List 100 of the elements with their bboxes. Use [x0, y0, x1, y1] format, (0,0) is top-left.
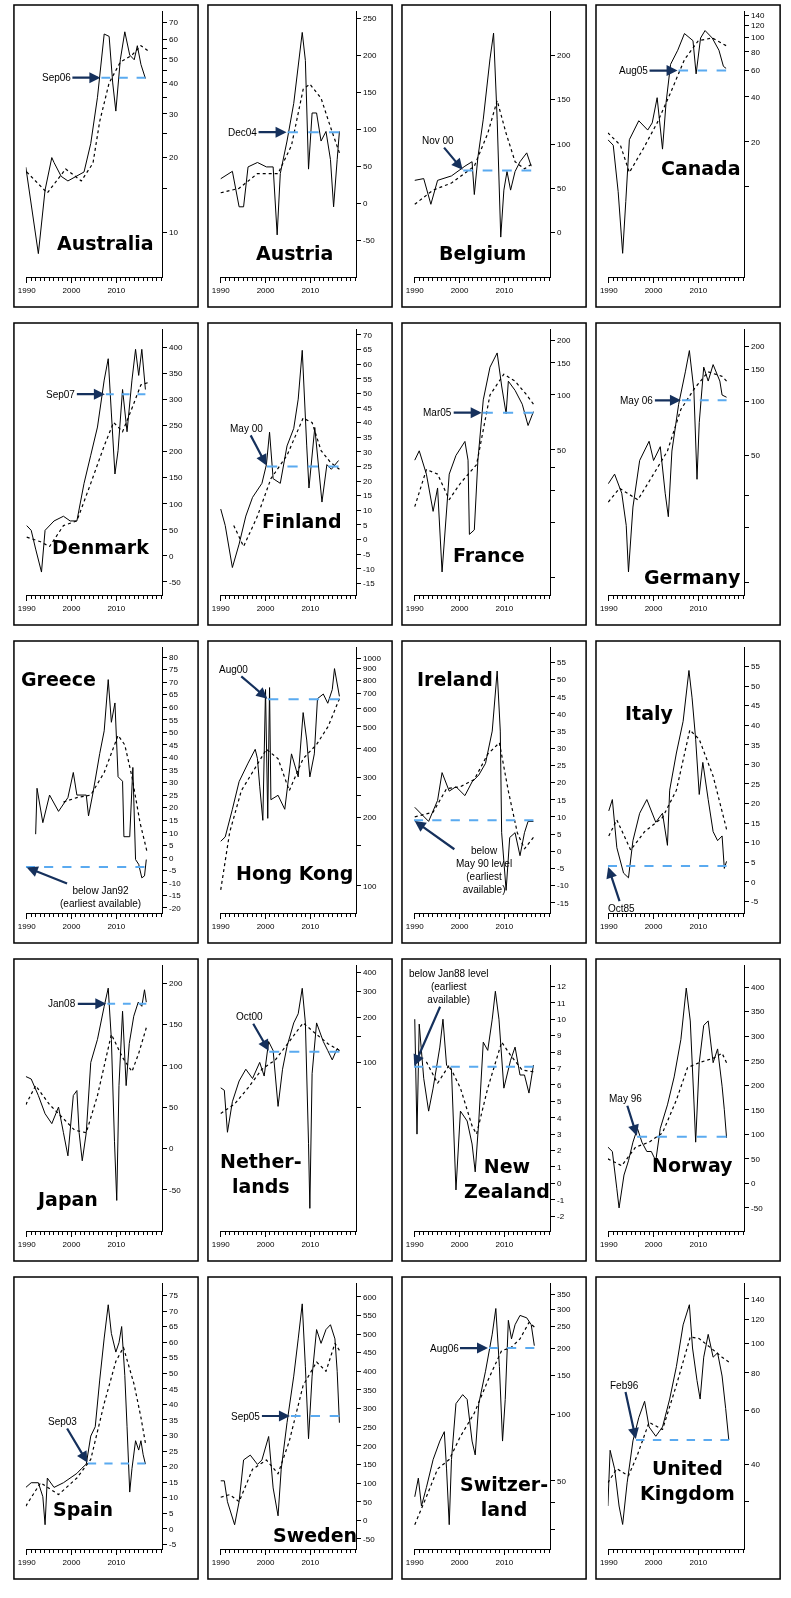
x-tick-label: 2010	[495, 1239, 514, 1249]
y-tick-label: 140	[751, 1294, 765, 1304]
y-tick-label: 50	[751, 1154, 761, 1164]
x-tick-label: 2000	[644, 603, 663, 613]
x-tick-label: 2000	[644, 1557, 663, 1567]
text: Switzer- land	[460, 1473, 549, 1520]
y-tick-label: 100	[751, 33, 765, 43]
y-tick-label: 50	[169, 1369, 179, 1379]
y-tick-label: 800	[363, 676, 377, 686]
y-tick-label: 20	[363, 476, 373, 486]
text: Belgium	[439, 242, 527, 264]
y-tick-label: 35	[169, 765, 179, 775]
y-tick-label: 5	[169, 841, 175, 851]
y-tick-label: -20	[169, 903, 182, 913]
y-tick-label: 35	[751, 740, 761, 750]
y-tick-label: 600	[363, 1292, 377, 1302]
y-tick-label: 50	[363, 389, 373, 399]
y-tick-label: -15	[169, 891, 182, 901]
annotation: May 00	[230, 423, 264, 434]
y-tick-label: 200	[751, 1081, 765, 1091]
y-tick-label: 150	[557, 1371, 571, 1381]
y-tick-label: 55	[169, 1353, 179, 1363]
text: Hong Kong	[236, 862, 354, 884]
y-tick-label: -5	[363, 549, 371, 559]
annotation: Aug00	[219, 664, 249, 675]
y-tick-label: 55	[363, 374, 373, 384]
y-tick-label: 300	[363, 773, 377, 783]
x-tick-label: 2010	[495, 921, 514, 931]
y-tick-label: 100	[557, 1410, 571, 1420]
x-tick-label: 1990	[405, 603, 425, 613]
y-tick-label: 25	[557, 761, 567, 771]
y-tick-label: -10	[169, 878, 182, 888]
y-tick-label: 10	[363, 506, 373, 516]
x-tick-label: 1990	[405, 921, 425, 931]
x-tick-label: 2000	[450, 603, 469, 613]
y-tick-label: 5	[169, 1509, 175, 1519]
y-tick-label: 0	[363, 535, 369, 545]
x-tick-label: 1990	[405, 1557, 425, 1567]
y-tick-label: 20	[169, 1462, 179, 1472]
y-tick-label: 5	[363, 520, 369, 530]
text: Austria	[256, 242, 334, 264]
y-tick-label: 60	[169, 35, 179, 45]
y-tick-label: 15	[363, 491, 373, 501]
x-tick-label: 2000	[62, 603, 81, 613]
line-series	[220, 349, 340, 569]
y-tick-label: 65	[169, 1322, 179, 1332]
x-tick-label: 2010	[107, 921, 126, 931]
y-tick-label: 200	[363, 1441, 377, 1451]
y-tick-label: 0	[557, 1179, 563, 1189]
y-tick-label: -50	[169, 1185, 182, 1195]
y-tick-label: 40	[557, 709, 567, 719]
x-tick-label: 2010	[689, 1557, 708, 1567]
y-tick-label: 5	[557, 829, 563, 839]
x-tick-label: 2000	[450, 1557, 469, 1567]
annotation: Sep05	[231, 1411, 261, 1422]
y-tick-label: 75	[169, 665, 179, 675]
y-tick-label: 50	[363, 161, 373, 171]
y-tick-label: 600	[363, 704, 377, 714]
y-tick-label: 0	[557, 847, 563, 857]
y-tick-label: 75	[169, 1291, 179, 1301]
y-tick-label: 10	[169, 1493, 179, 1503]
annotation: Aug06	[430, 1343, 460, 1354]
y-tick-label: 200	[557, 51, 571, 61]
y-tick-label: 1	[557, 1162, 563, 1172]
y-tick-label: 5	[557, 1097, 563, 1107]
y-tick-label: 20	[169, 803, 179, 813]
y-tick-label: -5	[169, 1540, 177, 1550]
y-tick-label: -15	[557, 898, 570, 908]
y-tick-label: 45	[557, 692, 567, 702]
x-tick-label: 2010	[689, 285, 708, 295]
y-tick-label: 50	[751, 451, 761, 461]
x-tick-label: 1990	[211, 1557, 231, 1567]
y-tick-label: 400	[363, 968, 377, 978]
y-tick-label: 200	[557, 335, 571, 345]
x-tick-label: 1990	[211, 1239, 231, 1249]
x-tick-label: 2010	[495, 285, 514, 295]
y-tick-label: 200	[557, 1343, 571, 1353]
x-tick-label: 2010	[689, 1239, 708, 1249]
x-tick-label: 2010	[301, 921, 320, 931]
y-tick-label: 250	[363, 14, 377, 24]
y-tick-label: 300	[363, 987, 377, 997]
y-tick-label: -10	[557, 881, 570, 891]
y-tick-label: 120	[751, 21, 765, 31]
y-tick-label: 55	[557, 658, 567, 668]
y-tick-label: 80	[751, 47, 761, 57]
y-tick-label: 40	[169, 753, 179, 763]
y-tick-label: 60	[363, 359, 373, 369]
y-tick-label: 25	[169, 790, 179, 800]
x-tick-label: 1990	[405, 285, 425, 295]
y-tick-label: 8	[557, 1047, 563, 1057]
annotation: below Jan92 (earliest available)	[60, 885, 142, 909]
x-tick-label: 2000	[450, 921, 469, 931]
y-tick-label: 30	[363, 447, 373, 457]
y-tick-label: 100	[751, 1130, 765, 1140]
y-tick-label: 100	[363, 1058, 377, 1068]
y-tick-label: -50	[363, 235, 376, 245]
line-series	[220, 31, 340, 236]
x-tick-label: 2010	[107, 1557, 126, 1567]
text: Japan	[36, 1188, 98, 1210]
y-tick-label: 200	[751, 342, 765, 352]
